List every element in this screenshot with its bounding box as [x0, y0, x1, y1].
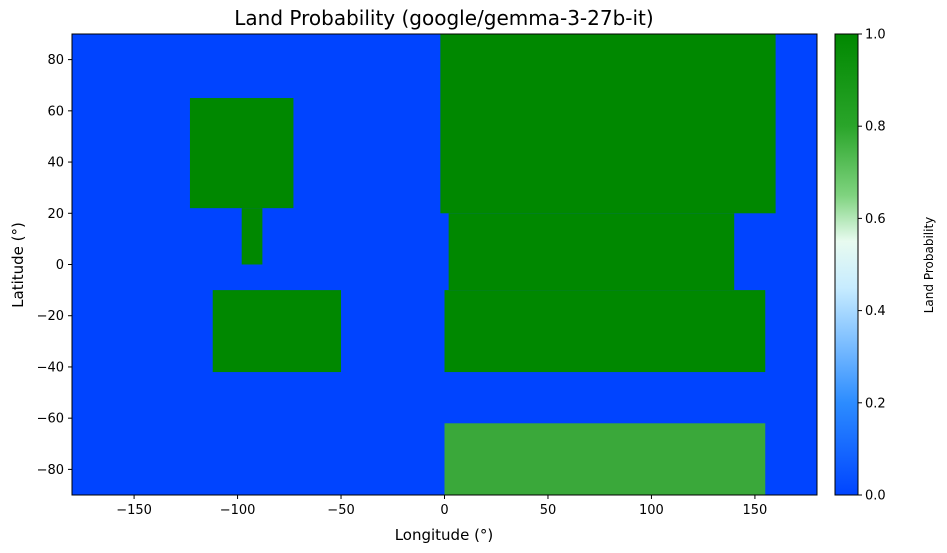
x-tick-label: −100	[220, 503, 256, 518]
y-axis: 80 60 40 20 0 −20 −40 −60 −80	[37, 53, 72, 478]
colorbar-tick-label: 1.0	[865, 28, 886, 43]
x-tick-label: −150	[116, 503, 152, 518]
heatmap-region	[440, 34, 776, 214]
heatmap-cells	[189, 34, 776, 495]
heatmap-region	[299, 315, 342, 342]
x-axis-label: Longitude (°)	[395, 526, 494, 544]
colorbar-tick-label: 0.6	[865, 212, 886, 227]
x-axis: −150 −100 −50 0 50 100 150	[116, 495, 767, 518]
colorbar	[834, 33, 859, 496]
x-tick-label: 50	[540, 503, 557, 518]
heatmap-region	[448, 213, 735, 291]
y-tick-label: −20	[37, 309, 64, 324]
y-tick-label: 60	[47, 104, 64, 119]
colorbar-tick-label: 0.0	[865, 489, 886, 504]
y-tick-label: −60	[37, 412, 64, 427]
x-tick-label: 150	[743, 503, 768, 518]
x-tick-label: −50	[327, 503, 354, 518]
colorbar-tick-label: 0.2	[865, 396, 886, 411]
heatmap-region	[444, 290, 766, 373]
colorbar-ticks: 0.0 0.2 0.4 0.6 0.8 1.0	[858, 28, 886, 504]
chart-title: Land Probability (google/gemma-3-27b-it)	[234, 6, 653, 30]
y-tick-label: 20	[47, 207, 64, 222]
heatmap-region	[241, 208, 263, 265]
y-tick-label: 80	[47, 53, 64, 68]
x-tick-label: 0	[440, 503, 448, 518]
heatmap-region	[444, 423, 766, 495]
y-tick-label: 40	[47, 156, 64, 171]
y-tick-label: −80	[37, 463, 64, 478]
y-tick-label: 0	[56, 258, 64, 273]
y-axis-label: Latitude (°)	[9, 222, 27, 308]
x-tick-label: 100	[639, 503, 664, 518]
colorbar-tick-label: 0.8	[865, 120, 886, 135]
heatmap-region	[189, 98, 294, 209]
colorbar-label: Land Probability	[922, 217, 936, 314]
y-tick-label: −40	[37, 360, 64, 375]
colorbar-tick-label: 0.4	[865, 304, 886, 319]
